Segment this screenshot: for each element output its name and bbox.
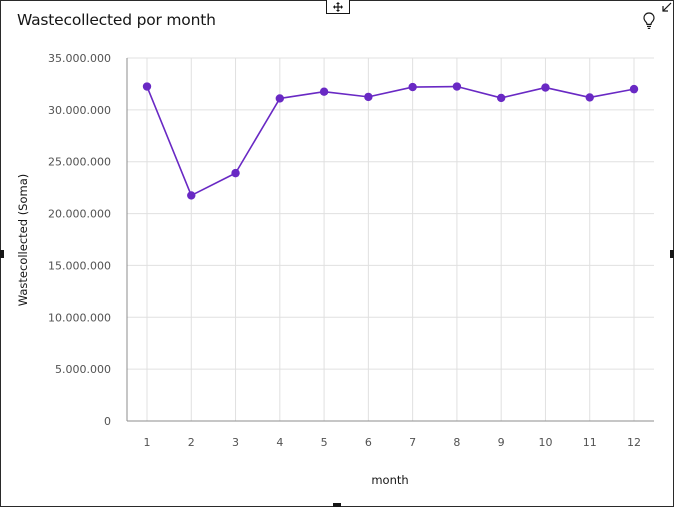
x-tick-label: 6 — [365, 436, 372, 449]
data-point[interactable] — [408, 82, 417, 92]
move-handle[interactable] — [326, 0, 350, 14]
y-tick-label: 25.000.000 — [48, 156, 111, 169]
y-tick-label: 0 — [104, 415, 111, 428]
x-axis-ticks: 1 2 3 4 5 6 7 8 9 10 11 12 — [144, 436, 642, 449]
x-tick-label: 11 — [583, 436, 597, 449]
x-tick-label: 8 — [453, 436, 460, 449]
data-point[interactable] — [585, 93, 594, 102]
x-tick-label: 2 — [188, 436, 195, 449]
data-point[interactable] — [496, 93, 506, 103]
data-point[interactable] — [452, 82, 462, 91]
x-tick-label: 10 — [538, 436, 552, 449]
chart-grid — [127, 57, 654, 421]
y-tick-label: 10.000.000 — [48, 311, 111, 324]
resize-handle-bottom[interactable] — [333, 503, 341, 507]
x-tick-label: 7 — [409, 436, 416, 449]
x-axis-label: month — [371, 473, 408, 487]
y-tick-label: 30.000.000 — [48, 104, 111, 117]
x-tick-label: 1 — [144, 436, 151, 449]
y-tick-label: 35.000.000 — [48, 52, 111, 65]
series-layer — [142, 82, 639, 200]
move-arrows-icon — [333, 1, 343, 12]
data-point[interactable] — [275, 94, 285, 103]
y-axis-ticks: 0 5.000.000 10.000.000 15.000.000 20.000.000… — [48, 52, 111, 428]
resize-handle-left[interactable] — [0, 250, 4, 258]
x-tick-label: 3 — [232, 436, 239, 449]
data-point[interactable] — [541, 83, 550, 92]
x-tick-label: 5 — [321, 436, 328, 449]
resize-handle-right[interactable] — [670, 250, 674, 258]
y-tick-label: 5.000.000 — [55, 363, 111, 376]
x-tick-label: 4 — [276, 436, 283, 449]
data-point[interactable] — [142, 82, 152, 91]
x-tick-label: 9 — [498, 436, 505, 449]
chart-axes — [126, 58, 654, 422]
data-point[interactable] — [629, 84, 639, 94]
data-point[interactable] — [364, 92, 373, 102]
y-axis-label: Wastecollected (Soma) — [16, 174, 30, 307]
lightbulb-icon[interactable] — [641, 11, 657, 31]
data-point[interactable] — [187, 191, 196, 200]
data-point[interactable] — [319, 87, 329, 96]
series-line-0 — [146, 85, 635, 197]
y-tick-label: 20.000.000 — [48, 208, 111, 221]
data-point[interactable] — [231, 168, 240, 178]
x-tick-label: 12 — [627, 436, 641, 449]
y-tick-label: 15.000.000 — [48, 259, 111, 272]
resize-corner-icon[interactable] — [660, 1, 674, 15]
chart-title: Wastecollected por month — [17, 11, 216, 29]
